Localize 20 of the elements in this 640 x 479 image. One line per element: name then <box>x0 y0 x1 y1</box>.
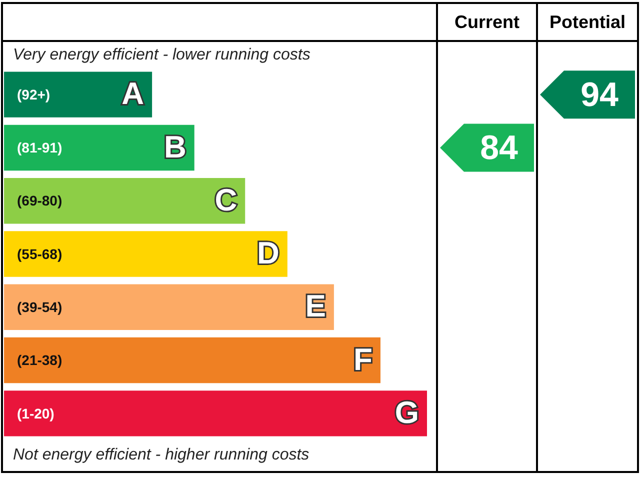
annotation: (55-68) <box>17 246 62 262</box>
annotation: (81-91) <box>17 140 62 156</box>
y-tick-label: F <box>354 342 372 377</box>
text: Not energy efficient - higher running costs <box>13 446 310 464</box>
annotation: (92+) <box>17 86 50 102</box>
text: Potential <box>538 4 637 42</box>
annotation: (39-54) <box>17 299 62 315</box>
data-label: 94 <box>580 76 618 114</box>
annotation: (21-38) <box>17 352 62 368</box>
text: Current <box>438 4 536 42</box>
annotation: (1-20) <box>17 405 54 422</box>
y-tick-label: D <box>257 236 280 271</box>
y-tick-label: G <box>394 394 419 430</box>
y-tick-label: C <box>214 182 238 218</box>
y-tick-label: B <box>164 129 186 164</box>
y-tick-label: A <box>122 76 144 112</box>
data-label: 84 <box>480 129 518 168</box>
annotation: (69-80) <box>17 192 62 209</box>
text: Very energy efficient - lower running costs <box>13 46 310 64</box>
y-tick-label: E <box>305 288 326 324</box>
